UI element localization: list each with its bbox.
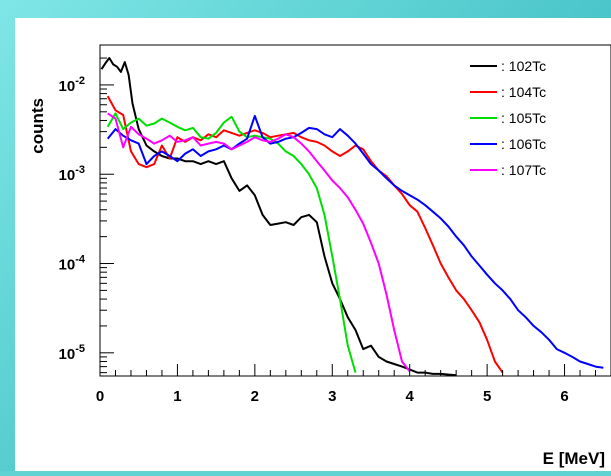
legend-label: : 104Tc <box>501 84 546 100</box>
legend-label: : 105Tc <box>501 110 546 126</box>
y-axis-label: counts <box>28 98 47 154</box>
series-line-4 <box>106 114 604 369</box>
x-tick-label: 5 <box>483 388 491 405</box>
axes-layer: 0 1 2 3 4 5 6 10-2 10-3 10-4 10-5 <box>59 57 611 405</box>
series-line-2 <box>106 95 504 374</box>
x-axis-label: E [MeV] <box>543 449 605 468</box>
energy-spectrum-chart: 0 1 2 3 4 5 610-210-310-410-5 : 102Tc: 104Tc: … <box>28 44 611 468</box>
series-line-1 <box>100 57 457 376</box>
chart-canvas: 0 1 2 3 4 5 6 10-2 10-3 10-4 10-5 : 102Tc: 104Tc: … <box>15 18 611 471</box>
series-layer <box>100 57 604 376</box>
series-line-3 <box>106 112 357 373</box>
x-tick-label: 4 <box>406 388 415 405</box>
x-tick-label: 1 <box>173 388 181 405</box>
legend: : 102Tc : 104Tc : 105Tc : 106Tc : 107Tc <box>470 58 546 178</box>
x-tick-label: 3 <box>328 388 336 405</box>
x-tick-label: 6 <box>560 388 568 405</box>
y-tick-label: 10-2 <box>59 75 85 95</box>
x-tick-label: 0 <box>96 388 104 405</box>
legend-label: : 107Tc <box>501 162 546 178</box>
x-tick-label: 2 <box>251 388 259 405</box>
y-tick-label: 10-4 <box>59 254 86 274</box>
y-tick-label: 10-3 <box>59 164 85 184</box>
legend-label: : 106Tc <box>501 136 546 152</box>
y-tick-label: 10-5 <box>59 343 85 363</box>
series-line-5 <box>107 112 411 373</box>
legend-label: : 102Tc <box>501 58 546 74</box>
